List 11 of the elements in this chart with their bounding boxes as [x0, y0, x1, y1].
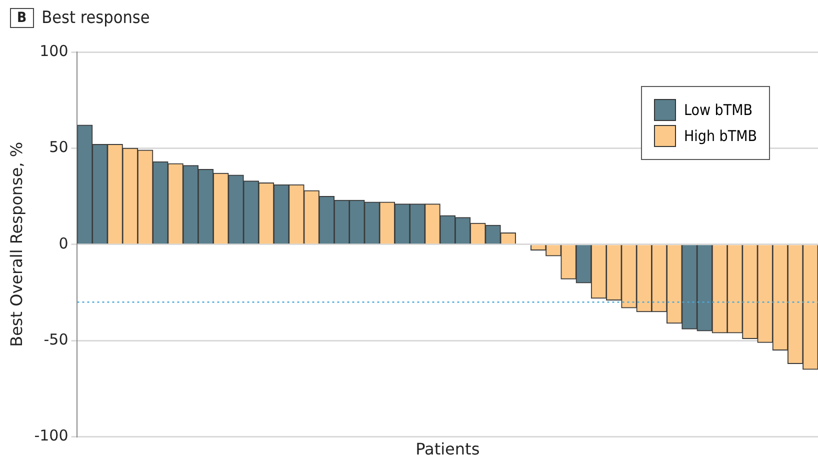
y-tick-label: 0 [58, 234, 68, 252]
legend-label: Low bTMB [684, 101, 753, 119]
y-tick-label: -100 [34, 426, 68, 445]
y-tick-label: 50 [49, 138, 68, 156]
chart-title: Best response [42, 8, 150, 28]
legend-label: High bTMB [684, 127, 757, 145]
y-tick-label: -50 [44, 330, 68, 348]
y-axis-title: Best Overall Response, % [6, 142, 26, 347]
x-axis-title: Patients [416, 440, 480, 459]
y-tick-label: 100 [40, 42, 68, 60]
text: B [10, 8, 34, 28]
